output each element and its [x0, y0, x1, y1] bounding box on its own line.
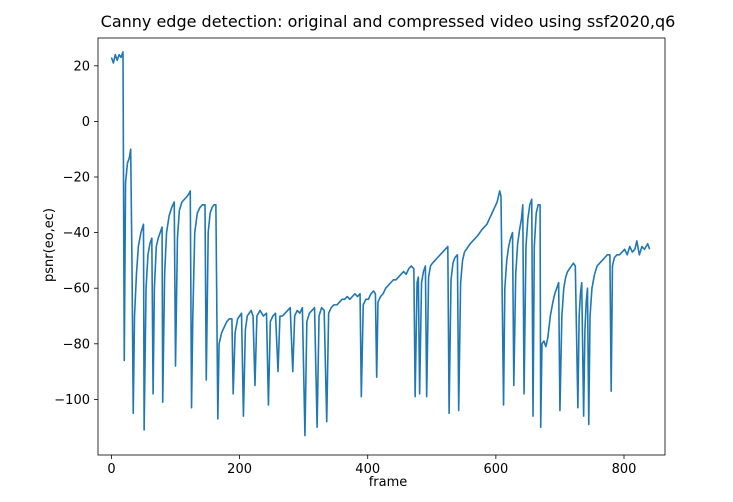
y-tick-label: 20	[73, 59, 90, 74]
x-tick-label: 800	[612, 462, 637, 477]
plot-frame	[97, 37, 666, 456]
plot-area	[110, 51, 651, 437]
series-line-0	[110, 51, 651, 437]
y-tick-label: −80	[63, 337, 90, 352]
x-tick-label: 0	[107, 462, 115, 477]
x-tick-label: 600	[483, 462, 508, 477]
y-tick-label: −100	[54, 393, 90, 408]
x-tick-label: 400	[355, 462, 380, 477]
y-tick-label: 0	[82, 115, 90, 130]
chart-title: Canny edge detection: original and compr…	[101, 12, 676, 31]
y-axis-label: psnr(eo,ec)	[42, 208, 57, 282]
y-tick-label: −40	[63, 226, 90, 241]
y-tick-label: −20	[63, 171, 90, 186]
x-axis: 0 200 400 600 800	[107, 455, 636, 477]
y-axis: 20 0 −20 −40 −60 −80 −100	[54, 59, 98, 408]
x-axis-label: frame	[369, 475, 408, 490]
y-tick-label: −60	[63, 282, 90, 297]
x-tick-label: 200	[227, 462, 252, 477]
